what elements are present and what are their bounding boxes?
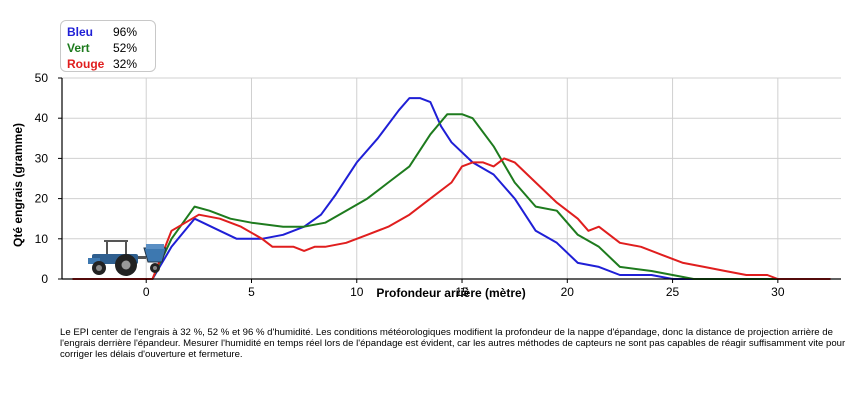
- y-tick-label: 0: [41, 272, 48, 286]
- chart-caption: Le EPI center de l'engrais à 32 %, 52 % …: [60, 327, 846, 360]
- tractor-icon: [88, 240, 167, 276]
- series-line-rouge: [72, 157, 831, 280]
- x-tick-label: 5: [248, 285, 255, 299]
- legend-label: Bleu: [67, 25, 94, 39]
- x-tick-label: 25: [666, 285, 680, 299]
- y-axis-title: Qté engrais (gramme): [11, 123, 25, 247]
- y-tick-label: 50: [35, 71, 49, 85]
- legend-value: 52%: [113, 41, 138, 55]
- grid-layer: [62, 77, 841, 280]
- legend-value: 96%: [113, 25, 138, 39]
- x-tick-label: 10: [350, 285, 364, 299]
- x-tick-label: 15: [455, 285, 469, 299]
- x-tick-label: 0: [143, 285, 150, 299]
- y-tick-label: 40: [35, 111, 49, 125]
- series-line-vert: [72, 113, 831, 280]
- x-tick-label: 30: [771, 285, 785, 299]
- legend: Bleu 96% Vert 52% Rouge 32%: [60, 20, 156, 72]
- x-axis-title: Profondeur arrière (mètre): [376, 286, 525, 300]
- y-tick-label: 30: [35, 151, 49, 165]
- x-tick-label: 20: [561, 285, 575, 299]
- y-tick-label: 20: [35, 192, 49, 206]
- y-tick-label: 10: [35, 232, 49, 246]
- legend-label: Vert: [67, 41, 90, 55]
- legend-label: Rouge: [67, 57, 105, 71]
- frame-layer: [61, 78, 841, 280]
- series-line-bleu: [72, 97, 831, 280]
- series-layer: [72, 97, 831, 280]
- legend-value: 32%: [113, 57, 138, 71]
- tick-layer: 0 5 10 15 20 25 30 0 10 20 30 40 50: [35, 71, 785, 299]
